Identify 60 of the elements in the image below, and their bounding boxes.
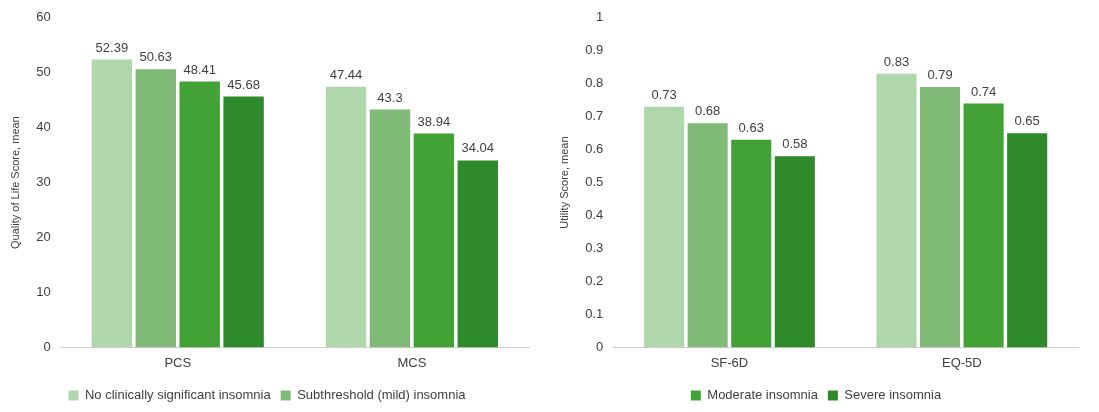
y-tick-label: 0.9 bbox=[585, 42, 604, 58]
bar bbox=[774, 156, 815, 348]
bar bbox=[963, 103, 1004, 348]
bar bbox=[223, 96, 264, 348]
data-label: 38.94 bbox=[417, 113, 451, 129]
y-tick-label: 0.4 bbox=[585, 207, 604, 223]
bar bbox=[325, 86, 367, 348]
bar bbox=[179, 81, 220, 348]
y-tick-label: 0.6 bbox=[585, 141, 604, 157]
bar bbox=[731, 139, 772, 348]
y-axis-title: Utility Score, mean bbox=[557, 136, 570, 229]
y-tick-label: 0.8 bbox=[585, 75, 604, 91]
data-label: 0.65 bbox=[1014, 113, 1040, 129]
data-label: 0.83 bbox=[883, 53, 910, 69]
y-tick-label: 0.5 bbox=[585, 174, 604, 190]
bar bbox=[644, 106, 685, 348]
y-tick-label: 0 bbox=[596, 338, 604, 354]
y-tick-label: 60 bbox=[36, 9, 51, 25]
y-tick-label: 1 bbox=[596, 9, 604, 25]
data-label: 45.68 bbox=[227, 76, 260, 92]
y-tick-label: 0.2 bbox=[585, 273, 604, 289]
bar bbox=[876, 73, 917, 348]
y-tick-label: 30 bbox=[36, 174, 51, 190]
data-label: 0.79 bbox=[927, 67, 953, 83]
data-label: 0.74 bbox=[970, 83, 997, 99]
y-tick-label: 50 bbox=[36, 64, 51, 80]
legend-label: Moderate insomnia bbox=[707, 387, 819, 403]
data-label: 43.3 bbox=[377, 89, 403, 105]
bar bbox=[369, 109, 411, 348]
y-tick-label: 0.1 bbox=[585, 306, 604, 322]
data-label: 0.68 bbox=[695, 103, 721, 119]
y-tick-label: 0 bbox=[43, 338, 51, 354]
legend-label: Subthreshold (mild) insomnia bbox=[297, 387, 467, 403]
bar bbox=[1007, 133, 1048, 348]
data-label: 34.04 bbox=[461, 140, 495, 156]
bar bbox=[91, 59, 133, 348]
data-label: 48.41 bbox=[183, 61, 216, 77]
data-label: 0.58 bbox=[782, 136, 808, 152]
bar bbox=[687, 123, 728, 348]
data-label: 50.63 bbox=[139, 49, 173, 65]
bar bbox=[919, 87, 961, 348]
x-tick-label: SF-6D bbox=[710, 354, 749, 370]
data-label: 47.44 bbox=[329, 66, 363, 82]
y-axis-title: Quality of Life Score, mean bbox=[8, 116, 21, 249]
y-tick-label: 0.7 bbox=[585, 108, 604, 124]
y-tick-label: 10 bbox=[36, 284, 51, 300]
bar bbox=[135, 69, 176, 348]
data-label: 0.73 bbox=[651, 86, 677, 102]
data-label: 0.63 bbox=[738, 119, 764, 135]
legend-label: No clinically significant insomnia bbox=[84, 387, 272, 403]
data-label: 52.39 bbox=[95, 39, 129, 55]
x-tick-label: EQ-5D bbox=[941, 354, 982, 370]
y-tick-label: 0.3 bbox=[585, 240, 604, 256]
x-tick-label: PCS bbox=[164, 354, 192, 370]
x-tick-label: MCS bbox=[397, 354, 427, 370]
bar bbox=[413, 133, 455, 348]
y-tick-label: 20 bbox=[36, 229, 51, 245]
bar bbox=[457, 160, 498, 348]
y-tick-label: 40 bbox=[36, 119, 51, 135]
legend-label: Severe insomnia bbox=[844, 387, 942, 403]
